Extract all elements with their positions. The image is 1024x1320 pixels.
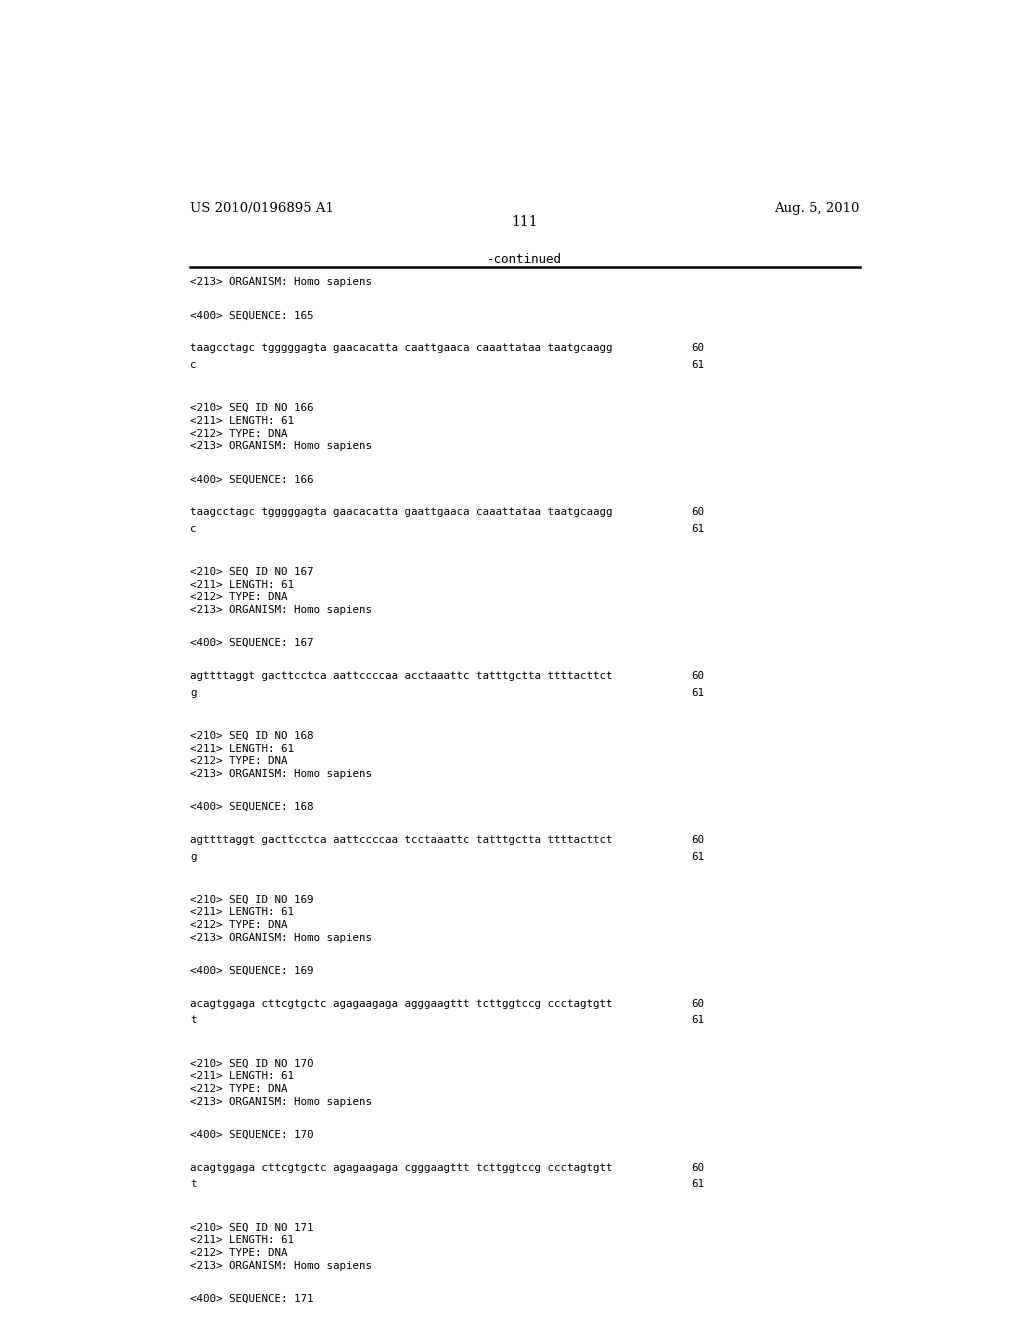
Text: <213> ORGANISM: Homo sapiens: <213> ORGANISM: Homo sapiens <box>189 277 372 288</box>
Text: t: t <box>189 1015 197 1026</box>
Text: <210> SEQ ID NO 171: <210> SEQ ID NO 171 <box>189 1222 313 1233</box>
Text: <212> TYPE: DNA: <212> TYPE: DNA <box>189 756 288 767</box>
Text: <213> ORGANISM: Homo sapiens: <213> ORGANISM: Homo sapiens <box>189 441 372 451</box>
Text: <213> ORGANISM: Homo sapiens: <213> ORGANISM: Homo sapiens <box>189 1097 372 1106</box>
Text: 61: 61 <box>691 851 705 862</box>
Text: agttttaggt gacttcctca aattccccaa acctaaattc tatttgctta ttttacttct: agttttaggt gacttcctca aattccccaa acctaaa… <box>189 671 612 681</box>
Text: g: g <box>189 688 197 698</box>
Text: 61: 61 <box>691 1015 705 1026</box>
Text: g: g <box>189 851 197 862</box>
Text: <210> SEQ ID NO 168: <210> SEQ ID NO 168 <box>189 731 313 741</box>
Text: <210> SEQ ID NO 166: <210> SEQ ID NO 166 <box>189 403 313 413</box>
Text: t: t <box>189 1179 197 1189</box>
Text: <212> TYPE: DNA: <212> TYPE: DNA <box>189 1247 288 1258</box>
Text: 60: 60 <box>691 1163 705 1173</box>
Text: <211> LENGTH: 61: <211> LENGTH: 61 <box>189 907 294 917</box>
Text: <212> TYPE: DNA: <212> TYPE: DNA <box>189 429 288 438</box>
Text: <213> ORGANISM: Homo sapiens: <213> ORGANISM: Homo sapiens <box>189 933 372 942</box>
Text: <213> ORGANISM: Homo sapiens: <213> ORGANISM: Homo sapiens <box>189 770 372 779</box>
Text: <212> TYPE: DNA: <212> TYPE: DNA <box>189 593 288 602</box>
Text: <211> LENGTH: 61: <211> LENGTH: 61 <box>189 579 294 590</box>
Text: c: c <box>189 524 197 533</box>
Text: 60: 60 <box>691 671 705 681</box>
Text: 61: 61 <box>691 688 705 698</box>
Text: <400> SEQUENCE: 171: <400> SEQUENCE: 171 <box>189 1294 313 1304</box>
Text: <400> SEQUENCE: 170: <400> SEQUENCE: 170 <box>189 1130 313 1140</box>
Text: c: c <box>189 360 197 370</box>
Text: <211> LENGTH: 61: <211> LENGTH: 61 <box>189 743 294 754</box>
Text: <213> ORGANISM: Homo sapiens: <213> ORGANISM: Homo sapiens <box>189 1261 372 1271</box>
Text: <400> SEQUENCE: 167: <400> SEQUENCE: 167 <box>189 638 313 648</box>
Text: <400> SEQUENCE: 166: <400> SEQUENCE: 166 <box>189 474 313 484</box>
Text: -continued: -continued <box>487 253 562 265</box>
Text: <400> SEQUENCE: 168: <400> SEQUENCE: 168 <box>189 803 313 812</box>
Text: Aug. 5, 2010: Aug. 5, 2010 <box>774 202 860 215</box>
Text: <210> SEQ ID NO 167: <210> SEQ ID NO 167 <box>189 568 313 577</box>
Text: 111: 111 <box>511 215 539 230</box>
Text: <400> SEQUENCE: 169: <400> SEQUENCE: 169 <box>189 966 313 975</box>
Text: 60: 60 <box>691 836 705 845</box>
Text: 60: 60 <box>691 343 705 354</box>
Text: acagtggaga cttcgtgctc agagaagaga cgggaagttt tcttggtccg ccctagtgtt: acagtggaga cttcgtgctc agagaagaga cgggaag… <box>189 1163 612 1173</box>
Text: 61: 61 <box>691 524 705 533</box>
Text: 60: 60 <box>691 507 705 517</box>
Text: <211> LENGTH: 61: <211> LENGTH: 61 <box>189 416 294 426</box>
Text: US 2010/0196895 A1: US 2010/0196895 A1 <box>189 202 334 215</box>
Text: <212> TYPE: DNA: <212> TYPE: DNA <box>189 1084 288 1094</box>
Text: 60: 60 <box>691 999 705 1008</box>
Text: <213> ORGANISM: Homo sapiens: <213> ORGANISM: Homo sapiens <box>189 605 372 615</box>
Text: <211> LENGTH: 61: <211> LENGTH: 61 <box>189 1236 294 1245</box>
Text: <400> SEQUENCE: 165: <400> SEQUENCE: 165 <box>189 310 313 321</box>
Text: taagcctagc tgggggagta gaacacatta caattgaaca caaattataa taatgcaagg: taagcctagc tgggggagta gaacacatta caattga… <box>189 343 612 354</box>
Text: agttttaggt gacttcctca aattccccaa tcctaaattc tatttgctta ttttacttct: agttttaggt gacttcctca aattccccaa tcctaaa… <box>189 836 612 845</box>
Text: <210> SEQ ID NO 169: <210> SEQ ID NO 169 <box>189 895 313 904</box>
Text: <211> LENGTH: 61: <211> LENGTH: 61 <box>189 1072 294 1081</box>
Text: <212> TYPE: DNA: <212> TYPE: DNA <box>189 920 288 931</box>
Text: taagcctagc tgggggagta gaacacatta gaattgaaca caaattataa taatgcaagg: taagcctagc tgggggagta gaacacatta gaattga… <box>189 507 612 517</box>
Text: 61: 61 <box>691 360 705 370</box>
Text: acagtggaga cttcgtgctc agagaagaga agggaagttt tcttggtccg ccctagtgtt: acagtggaga cttcgtgctc agagaagaga agggaag… <box>189 999 612 1008</box>
Text: 61: 61 <box>691 1179 705 1189</box>
Text: <210> SEQ ID NO 170: <210> SEQ ID NO 170 <box>189 1059 313 1069</box>
